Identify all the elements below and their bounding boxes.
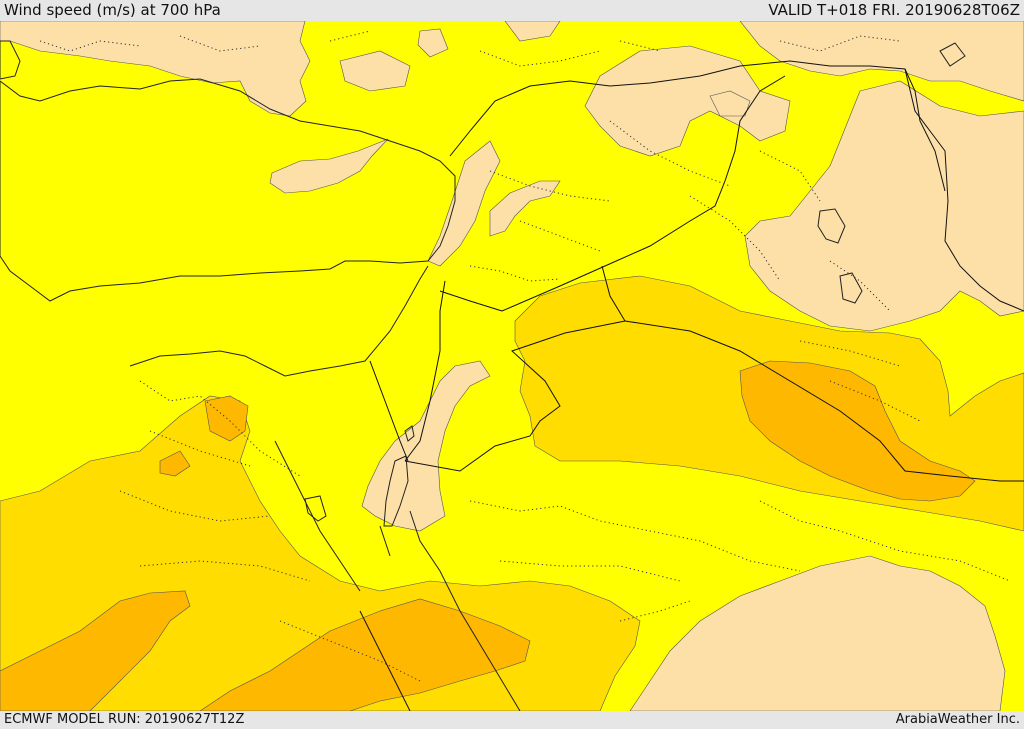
footer-bar: ECMWF MODEL RUN: 20190627T12Z ArabiaWeat… (0, 711, 1024, 729)
lake-urmia (817, 208, 846, 244)
calm-area-lebanon (427, 140, 501, 267)
border-syria-iraq (501, 75, 786, 312)
border-iran-iraq (904, 68, 1024, 312)
credit-label: ArabiaWeather Inc. (895, 712, 1020, 727)
wind-speed-map (0, 21, 1024, 711)
lake-van (939, 42, 966, 67)
province-borders-syria (469, 170, 611, 282)
dead-sea (383, 455, 409, 527)
map-title: Wind speed (m/s) at 700 hPa (4, 1, 221, 19)
red-sea-coast-west (274, 440, 361, 592)
calm-area-cyprus (269, 138, 389, 194)
strong-wind-area-egypt-west (0, 590, 191, 711)
strong-wind-patch-north (159, 450, 191, 477)
calm-area-iran (744, 80, 1024, 332)
model-run: ECMWF MODEL RUN: 20190627T12Z (4, 712, 245, 727)
nile-delta-coast (129, 265, 429, 377)
border-saudi-iraq (624, 320, 1024, 482)
calm-area-syria-coast (489, 180, 561, 237)
calm-area-east-turkey (739, 21, 1024, 102)
border-jordan-west (404, 280, 446, 462)
gulf-of-aqaba-coast (379, 525, 391, 557)
border-egypt-israel (369, 360, 409, 462)
red-sea-coast-east (409, 510, 521, 711)
gulf-of-suez-lake (304, 495, 327, 522)
strong-wind-area-iraq (739, 360, 976, 502)
border-egypt-sudan (359, 610, 411, 711)
province-borders-iraq (609, 120, 921, 422)
border-turkey-syria (449, 60, 946, 192)
calm-area-saudi (629, 555, 1006, 711)
calm-area-turkey (0, 21, 311, 117)
calm-area-dead-sea (361, 360, 491, 532)
border-jordan-iraq-saudi (404, 265, 626, 472)
valid-time: VALID T+018 FRI. 20190628T06Z (768, 1, 1020, 19)
calm-patch-1 (417, 28, 449, 58)
calm-patch-4 (709, 90, 751, 117)
calm-area-north-syria (584, 45, 791, 157)
province-borders-turkey (39, 30, 901, 67)
mediterranean-sea (0, 78, 456, 302)
caspian-lake-patch (839, 272, 863, 304)
strong-wind-area-egypt-south (199, 598, 531, 711)
aegean-coast-sea (0, 40, 21, 80)
header-bar: Wind speed (m/s) at 700 hPa VALID T+018 … (0, 0, 1024, 21)
calm-patch-2 (339, 50, 411, 92)
sea-of-galilee (404, 425, 415, 442)
calm-patch-3 (504, 21, 561, 42)
